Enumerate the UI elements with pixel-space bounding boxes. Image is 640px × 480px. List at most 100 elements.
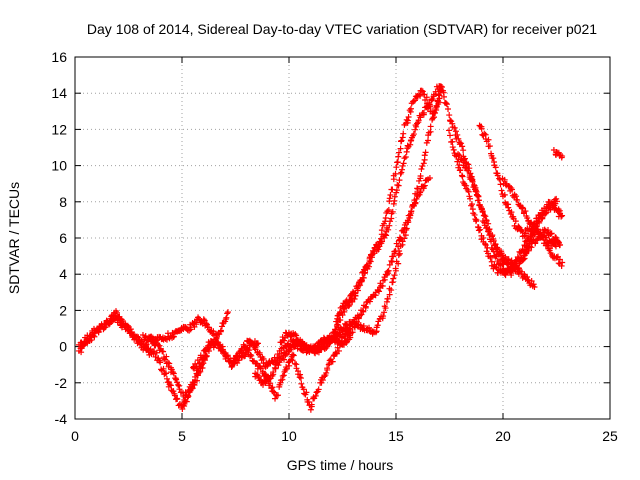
data-point — [528, 219, 535, 226]
data-point — [224, 353, 231, 360]
data-point — [514, 253, 521, 260]
data-point — [465, 188, 472, 195]
data-point — [514, 197, 521, 204]
data-point — [486, 226, 493, 233]
data-point — [542, 236, 549, 243]
data-point — [321, 373, 328, 380]
data-point — [529, 232, 536, 239]
data-point — [352, 289, 359, 296]
data-point — [213, 331, 220, 338]
data-point — [399, 166, 406, 173]
data-point — [241, 343, 248, 350]
data-point — [395, 149, 402, 156]
data-point — [545, 227, 552, 234]
data-point — [485, 136, 492, 143]
data-point — [337, 317, 344, 324]
data-point — [279, 373, 286, 380]
data-point — [270, 369, 277, 376]
data-point — [337, 309, 344, 316]
data-point — [392, 267, 399, 274]
data-point — [452, 128, 459, 135]
data-point — [403, 148, 410, 155]
data-point — [386, 261, 393, 268]
data-point — [461, 159, 468, 166]
data-point — [512, 264, 519, 271]
data-point — [531, 283, 538, 290]
data-point — [460, 147, 467, 154]
data-point — [421, 182, 428, 189]
data-point — [142, 332, 149, 339]
data-point — [163, 370, 170, 377]
data-point — [312, 342, 319, 349]
plot-frame — [74, 56, 611, 420]
data-point — [378, 227, 385, 234]
data-point — [512, 218, 519, 225]
data-point — [414, 120, 421, 127]
data-point — [384, 295, 391, 302]
data-point — [332, 349, 339, 356]
data-point — [274, 392, 281, 399]
data-point — [527, 236, 534, 243]
data-point — [386, 222, 393, 229]
data-point — [162, 356, 169, 363]
data-point — [534, 218, 541, 225]
series-arc-1 — [75, 314, 153, 358]
data-point — [467, 195, 474, 202]
data-point — [468, 176, 475, 183]
data-point — [360, 308, 367, 315]
data-point — [554, 238, 561, 245]
data-point — [553, 254, 560, 261]
data-point — [397, 170, 404, 177]
data-point — [440, 93, 447, 100]
data-point — [547, 245, 554, 252]
data-point — [193, 321, 200, 328]
data-point — [516, 260, 523, 267]
data-point — [385, 206, 392, 213]
x-tick-label: 15 — [388, 428, 404, 444]
data-point — [200, 316, 207, 323]
data-point — [381, 276, 388, 283]
data-point — [396, 234, 403, 241]
data-point — [185, 392, 192, 399]
data-point — [128, 328, 135, 335]
data-point — [451, 124, 458, 131]
data-point — [538, 231, 545, 238]
data-point — [200, 354, 207, 361]
data-point — [202, 348, 209, 355]
data-point — [376, 288, 383, 295]
data-point — [394, 159, 401, 166]
data-point — [380, 313, 387, 320]
data-point — [417, 173, 424, 180]
data-point — [391, 272, 398, 279]
data-point — [280, 372, 287, 379]
data-point — [382, 218, 389, 225]
data-point — [297, 339, 304, 346]
data-point — [160, 365, 167, 372]
data-point — [408, 208, 415, 215]
data-point — [299, 347, 306, 354]
data-point — [519, 204, 526, 211]
data-point — [456, 161, 463, 168]
data-point — [335, 347, 342, 354]
data-point — [475, 197, 482, 204]
data-point — [457, 167, 464, 174]
data-point — [217, 327, 224, 334]
data-point — [394, 182, 401, 189]
data-point — [78, 349, 85, 356]
data-point — [447, 132, 454, 139]
x-axis-label: GPS time / hours — [287, 457, 394, 473]
data-point — [358, 278, 365, 285]
data-point — [124, 322, 131, 329]
data-point — [431, 114, 438, 121]
data-point — [449, 120, 456, 127]
data-point — [376, 238, 383, 245]
data-point — [88, 337, 95, 344]
data-point — [485, 227, 492, 234]
data-point — [465, 167, 472, 174]
data-point — [454, 131, 461, 138]
data-point — [196, 360, 203, 367]
data-point — [385, 267, 392, 274]
data-point — [346, 325, 353, 332]
data-point — [287, 333, 294, 340]
data-point — [190, 379, 197, 386]
